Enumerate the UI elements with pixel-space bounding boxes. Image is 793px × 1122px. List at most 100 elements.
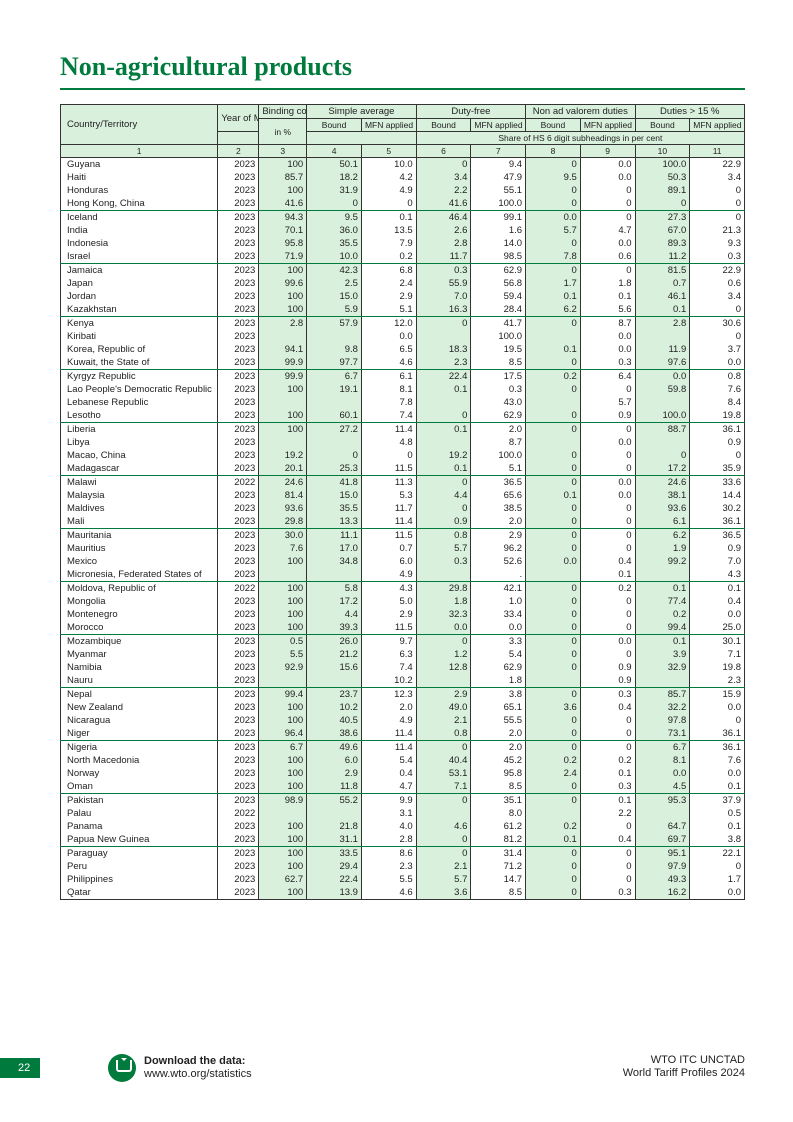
value-cell — [416, 807, 471, 820]
value-cell: 2023 — [218, 886, 259, 900]
hdr-mfn-4: MFN applied — [690, 119, 745, 132]
value-cell: 19.1 — [307, 383, 362, 396]
value-cell: 3.4 — [690, 290, 745, 303]
country-cell: Moldova, Republic of — [61, 582, 218, 596]
value-cell: 22.9 — [690, 158, 745, 172]
value-cell: 0 — [526, 886, 581, 900]
value-cell: 61.2 — [471, 820, 526, 833]
value-cell: 2023 — [218, 688, 259, 702]
table-row: Jordan202310015.02.97.059.40.10.146.13.4 — [61, 290, 745, 303]
value-cell: 36.5 — [690, 529, 745, 543]
value-cell: 19.2 — [416, 449, 471, 462]
value-cell: 13.9 — [307, 886, 362, 900]
country-cell: Honduras — [61, 184, 218, 197]
value-cell: 2.8 — [635, 317, 690, 331]
value-cell: 21.8 — [307, 820, 362, 833]
table-row: Kyrgyz Republic202399.96.76.122.417.50.2… — [61, 370, 745, 384]
value-cell: 17.2 — [635, 462, 690, 476]
value-cell: 0.0 — [580, 635, 635, 649]
table-row: Montenegro20231004.42.932.333.4000.20.0 — [61, 608, 745, 621]
value-cell: 2023 — [218, 648, 259, 661]
value-cell: 0.6 — [580, 250, 635, 264]
value-cell: 2023 — [218, 277, 259, 290]
value-cell: 38.5 — [471, 502, 526, 515]
value-cell: 0 — [416, 833, 471, 847]
value-cell: 100 — [259, 621, 307, 635]
value-cell: 0.1 — [526, 489, 581, 502]
value-cell: 11.7 — [416, 250, 471, 264]
value-cell: 0.9 — [580, 661, 635, 674]
value-cell: 18.2 — [307, 171, 362, 184]
value-cell: 100 — [259, 833, 307, 847]
value-cell: 96.2 — [471, 542, 526, 555]
value-cell: 0.1 — [580, 290, 635, 303]
value-cell: 5.1 — [471, 462, 526, 476]
country-cell: Lao People's Democratic Republic — [61, 383, 218, 396]
value-cell: 100 — [259, 582, 307, 596]
value-cell: 96.4 — [259, 727, 307, 741]
value-cell: 6.7 — [307, 370, 362, 384]
value-cell: 0.2 — [580, 582, 635, 596]
value-cell: 81.2 — [471, 833, 526, 847]
value-cell: 0 — [580, 383, 635, 396]
value-cell: 2.2 — [580, 807, 635, 820]
colnum-7: 7 — [471, 145, 526, 158]
value-cell: 0.2 — [361, 250, 416, 264]
value-cell: 2023 — [218, 833, 259, 847]
value-cell: 4.5 — [635, 780, 690, 794]
title-rule — [60, 88, 745, 90]
value-cell: 24.6 — [635, 476, 690, 490]
value-cell: 34.8 — [307, 555, 362, 568]
value-cell — [259, 396, 307, 409]
value-cell: 0.3 — [580, 356, 635, 370]
value-cell: 93.6 — [259, 502, 307, 515]
value-cell: 0 — [526, 317, 581, 331]
value-cell: 29.4 — [307, 860, 362, 873]
value-cell: 22.4 — [307, 873, 362, 886]
value-cell: 0 — [526, 197, 581, 211]
value-cell: 8.1 — [635, 754, 690, 767]
value-cell: 0.0 — [580, 476, 635, 490]
country-cell: Myanmar — [61, 648, 218, 661]
value-cell: 6.4 — [580, 370, 635, 384]
value-cell: 14.7 — [471, 873, 526, 886]
country-cell: Mauritania — [61, 529, 218, 543]
value-cell: 5.9 — [307, 303, 362, 317]
value-cell: 2023 — [218, 330, 259, 343]
value-cell: 60.1 — [307, 409, 362, 423]
value-cell: 49.6 — [307, 741, 362, 755]
value-cell: 0 — [580, 595, 635, 608]
value-cell: 12.0 — [361, 317, 416, 331]
value-cell: 0.2 — [580, 754, 635, 767]
value-cell: 7.4 — [361, 409, 416, 423]
value-cell: 2.9 — [416, 688, 471, 702]
value-cell: 2.3 — [416, 356, 471, 370]
value-cell: 0.3 — [580, 688, 635, 702]
value-cell: 33.5 — [307, 847, 362, 861]
value-cell: 6.3 — [361, 648, 416, 661]
value-cell: 10.2 — [361, 674, 416, 688]
table-row: Philippines202362.722.45.55.714.70049.31… — [61, 873, 745, 886]
value-cell: 5.4 — [361, 754, 416, 767]
value-cell: 27.2 — [307, 423, 362, 437]
value-cell: 92.9 — [259, 661, 307, 674]
value-cell: 2.3 — [690, 674, 745, 688]
value-cell: 2023 — [218, 211, 259, 225]
value-cell: 88.7 — [635, 423, 690, 437]
value-cell: 100 — [259, 303, 307, 317]
value-cell: 0.6 — [690, 277, 745, 290]
value-cell: 6.8 — [361, 264, 416, 278]
value-cell — [526, 330, 581, 343]
country-cell: Palau — [61, 807, 218, 820]
value-cell: 4.9 — [361, 184, 416, 197]
value-cell: 0 — [416, 409, 471, 423]
value-cell: 100 — [259, 847, 307, 861]
table-row: Lesotho202310060.17.4062.900.9100.019.8 — [61, 409, 745, 423]
value-cell: 4.9 — [361, 714, 416, 727]
value-cell: 4.9 — [361, 568, 416, 582]
value-cell: 9.7 — [361, 635, 416, 649]
value-cell: 2.0 — [471, 423, 526, 437]
value-cell: 2.0 — [361, 701, 416, 714]
value-cell: 25.3 — [307, 462, 362, 476]
value-cell: 7.4 — [361, 661, 416, 674]
